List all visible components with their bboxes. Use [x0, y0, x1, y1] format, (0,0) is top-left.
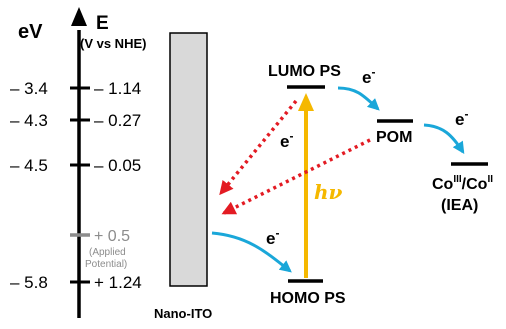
tick-ev-1: – 3.4: [10, 79, 48, 98]
axis-arrowhead: [71, 7, 87, 26]
electrode-bar: [169, 32, 208, 287]
tick-v-2: – 0.27: [94, 111, 141, 130]
applied-note-1: (Applied: [89, 247, 126, 258]
e-unit-label: E: [96, 13, 109, 34]
tick-ev-4: – 5.8: [10, 273, 48, 292]
tick-v-1: – 1.14: [94, 79, 141, 98]
hv-label: hν: [314, 180, 343, 204]
ev-unit-label: eV: [18, 21, 43, 43]
tick-v-4: + 1.24: [94, 273, 142, 292]
lumo-label: LUMO PS: [268, 63, 341, 80]
pom-label: POM: [376, 129, 412, 146]
electrode-label: Nano-ITO: [154, 306, 212, 321]
excitation-arrowhead: [298, 93, 314, 111]
iea-label: (IEA): [441, 197, 478, 214]
lumo-pom-e-label: e-: [362, 65, 375, 87]
energy-levels: LUMO PS HOMO PS POM CoIII/CoII (IEA): [268, 63, 493, 307]
homo-label: HOMO PS: [270, 290, 346, 307]
pom-recombination-arrow: [221, 138, 371, 215]
energy-axis: eV E (V vs NHE) – 3.4 – 1.14 – 4.3 – 0.2…: [10, 7, 146, 318]
pom-co-e-label: e-: [455, 107, 468, 129]
applied-note-2: Potential): [85, 259, 127, 270]
excitation-e-label: e-: [280, 129, 293, 151]
ito-to-homo-arrow: [211, 231, 292, 273]
e-unit-sublabel: (V vs NHE): [80, 36, 146, 51]
lumo-recombination-arrow: [219, 99, 298, 196]
tick-v-3: – 0.05: [94, 156, 141, 175]
tick-applied-value: + 0.5: [94, 228, 130, 245]
lumo-to-pom-arrow: [337, 86, 380, 111]
tick-ev-3: – 4.5: [10, 156, 48, 175]
pom-to-co-arrow: [423, 123, 465, 155]
ito-homo-e-label: e-: [266, 226, 279, 248]
tick-ev-2: – 4.3: [10, 111, 48, 130]
electrode: Nano-ITO: [154, 32, 212, 321]
electron-transfer-arrows: e- e- e-: [211, 65, 468, 273]
co-label: CoIII/CoII: [432, 174, 493, 193]
recombination-arrows: [219, 99, 371, 215]
excitation-arrow: e- hν: [280, 93, 343, 278]
